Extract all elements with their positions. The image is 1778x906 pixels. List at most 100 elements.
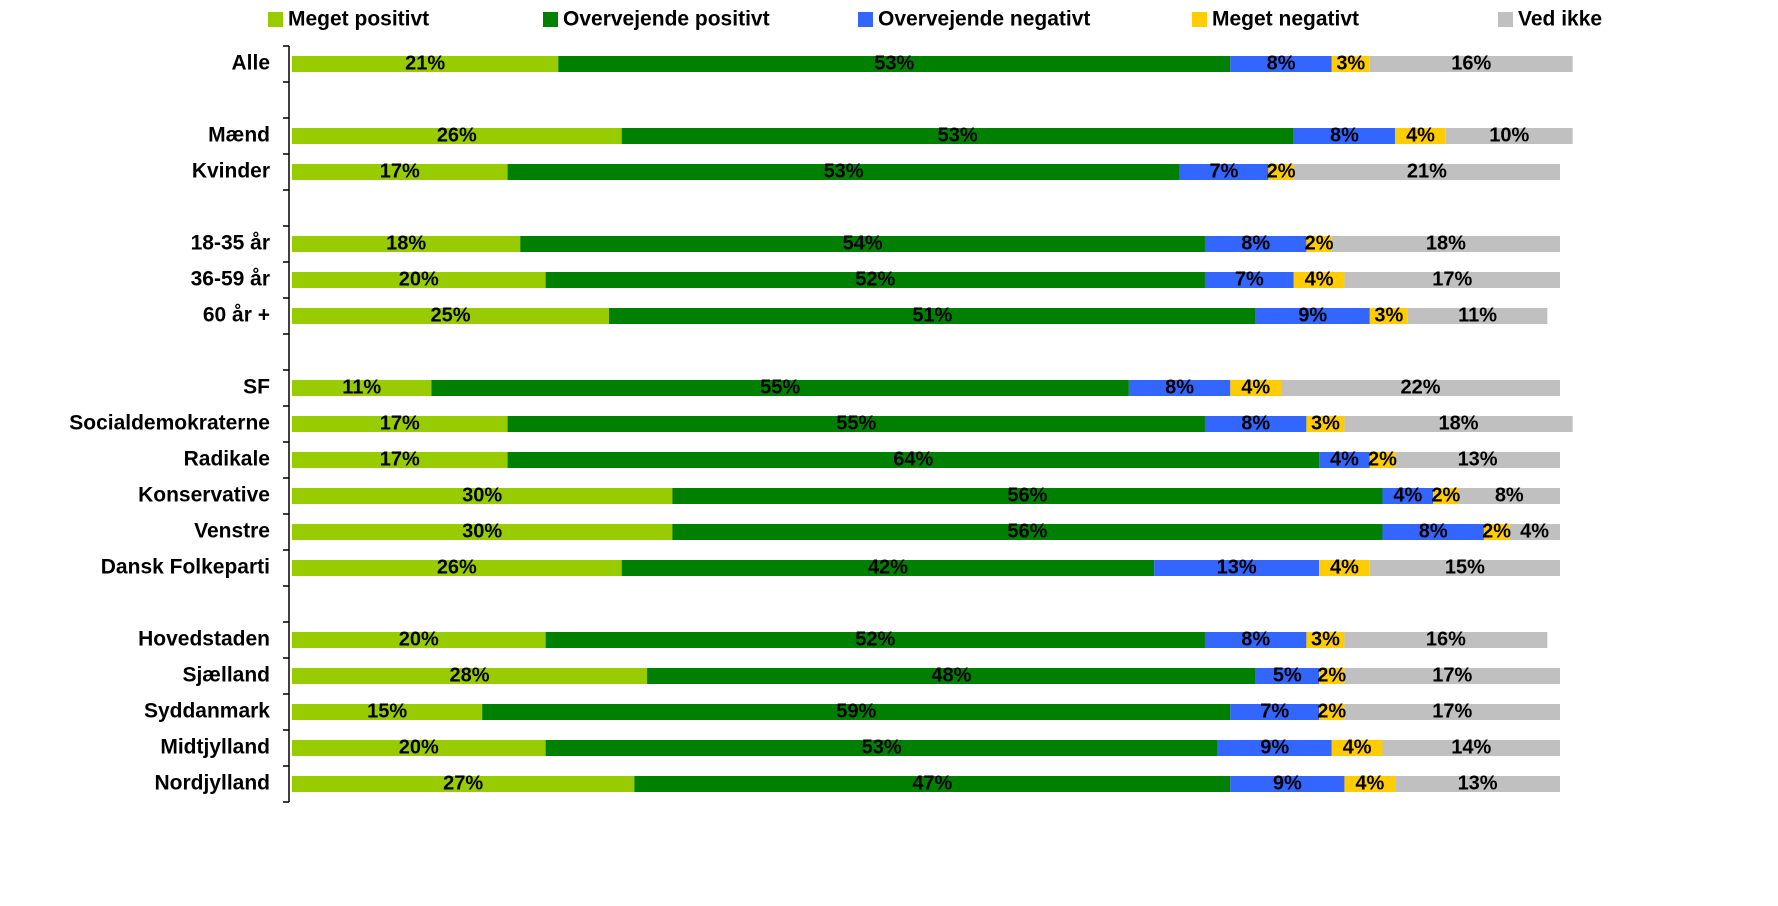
- bar-segment: [482, 704, 1231, 720]
- data-label: 53%: [874, 52, 914, 74]
- category-label: Nordjylland: [154, 772, 270, 795]
- bar-segment: [292, 272, 546, 288]
- legend-swatch: [543, 12, 558, 27]
- data-label: 17%: [1432, 268, 1472, 290]
- bar-segment: [1369, 452, 1396, 468]
- data-label: 20%: [399, 628, 439, 650]
- bar-segment: [292, 380, 432, 396]
- data-label: 21%: [1407, 160, 1447, 182]
- bar-segment: [1445, 128, 1573, 144]
- bar-segment: [1255, 308, 1370, 324]
- bar-segment: [292, 128, 622, 144]
- bar-segment: [1483, 524, 1510, 540]
- data-label: 18%: [386, 232, 426, 254]
- bar-segment: [292, 308, 609, 324]
- data-label: 47%: [912, 772, 952, 794]
- data-label: 17%: [1432, 700, 1472, 722]
- bar-segment: [621, 560, 1155, 576]
- bar-segment: [1331, 740, 1383, 756]
- bar-segment: [545, 632, 1205, 648]
- bar-segment: [292, 524, 673, 540]
- data-label: 2%: [1317, 700, 1346, 722]
- category-label: Hovedstaden: [138, 628, 270, 651]
- category-label: Mænd: [208, 124, 270, 147]
- bar-segment: [1293, 272, 1345, 288]
- legend-label: Meget negativt: [1212, 8, 1359, 31]
- bar-segment: [1281, 380, 1560, 396]
- data-label: 3%: [1374, 304, 1403, 326]
- data-label: 9%: [1298, 304, 1327, 326]
- bar-segment: [1509, 524, 1560, 540]
- category-label: Radikale: [184, 448, 270, 471]
- bar-segment: [672, 524, 1383, 540]
- data-label: 52%: [855, 268, 895, 290]
- category-label: Sjælland: [182, 664, 270, 687]
- data-label: 8%: [1495, 484, 1524, 506]
- data-label: 8%: [1419, 520, 1448, 542]
- data-label: 15%: [1445, 556, 1485, 578]
- data-label: 20%: [399, 736, 439, 758]
- data-label: 18%: [1439, 412, 1479, 434]
- bar-segment: [1293, 164, 1560, 180]
- data-label: 53%: [824, 160, 864, 182]
- data-label: 16%: [1426, 628, 1466, 650]
- bar-segment: [1255, 668, 1320, 684]
- data-label: 8%: [1330, 124, 1359, 146]
- data-label: 53%: [938, 124, 978, 146]
- data-label: 14%: [1451, 736, 1491, 758]
- bar-segment: [1293, 128, 1396, 144]
- bar-segment: [558, 56, 1231, 72]
- category-label: 18-35 år: [191, 232, 270, 255]
- data-label: 13%: [1458, 448, 1498, 470]
- category-label: Dansk Folkeparti: [101, 556, 270, 579]
- data-label: 2%: [1482, 520, 1511, 542]
- data-label: 21%: [405, 52, 445, 74]
- data-label: 2%: [1368, 448, 1397, 470]
- bar-segment: [292, 776, 635, 792]
- bar-segment: [292, 488, 673, 504]
- category-label: Midtjylland: [160, 736, 270, 759]
- data-label: 11%: [1458, 304, 1497, 326]
- bar-segment: [621, 128, 1294, 144]
- bar-segment: [1369, 308, 1408, 324]
- data-label: 9%: [1273, 772, 1302, 794]
- bar-segment: [1395, 452, 1560, 468]
- bar-segment: [1395, 128, 1446, 144]
- data-label: 56%: [1007, 520, 1047, 542]
- category-label: Syddanmark: [144, 700, 270, 723]
- bar-segment: [545, 272, 1205, 288]
- bar-segment: [609, 308, 1256, 324]
- data-label: 8%: [1241, 412, 1270, 434]
- data-label: 53%: [862, 736, 902, 758]
- data-label: 7%: [1260, 700, 1289, 722]
- bar-segment: [1382, 524, 1484, 540]
- bar-segment: [292, 560, 622, 576]
- data-label: 17%: [1432, 664, 1472, 686]
- data-label: 8%: [1241, 232, 1270, 254]
- bar-segment: [520, 236, 1205, 252]
- data-label: 56%: [1007, 484, 1047, 506]
- legend-label: Overvejende negativt: [878, 8, 1090, 31]
- data-label: 2%: [1305, 232, 1334, 254]
- data-label: 27%: [443, 772, 483, 794]
- data-label: 4%: [1343, 736, 1372, 758]
- data-label: 64%: [893, 448, 933, 470]
- legend-label: Meget positivt: [288, 8, 429, 31]
- data-label: 15%: [367, 700, 407, 722]
- data-label: 8%: [1267, 52, 1296, 74]
- data-label: 8%: [1241, 628, 1270, 650]
- data-label: 51%: [912, 304, 952, 326]
- bar-segment: [1369, 56, 1573, 72]
- bar-segment: [1319, 704, 1345, 720]
- bar-segment: [545, 740, 1218, 756]
- data-label: 2%: [1317, 664, 1346, 686]
- data-label: 4%: [1241, 376, 1270, 398]
- bar-segment: [1344, 632, 1548, 648]
- category-label: 60 år +: [203, 304, 270, 327]
- legend-swatch: [1192, 12, 1207, 27]
- category-label: Socialdemokraterne: [69, 412, 270, 435]
- data-label: 26%: [437, 124, 477, 146]
- data-label: 3%: [1311, 628, 1340, 650]
- bar-segment: [1331, 56, 1370, 72]
- bar-segment: [507, 416, 1205, 432]
